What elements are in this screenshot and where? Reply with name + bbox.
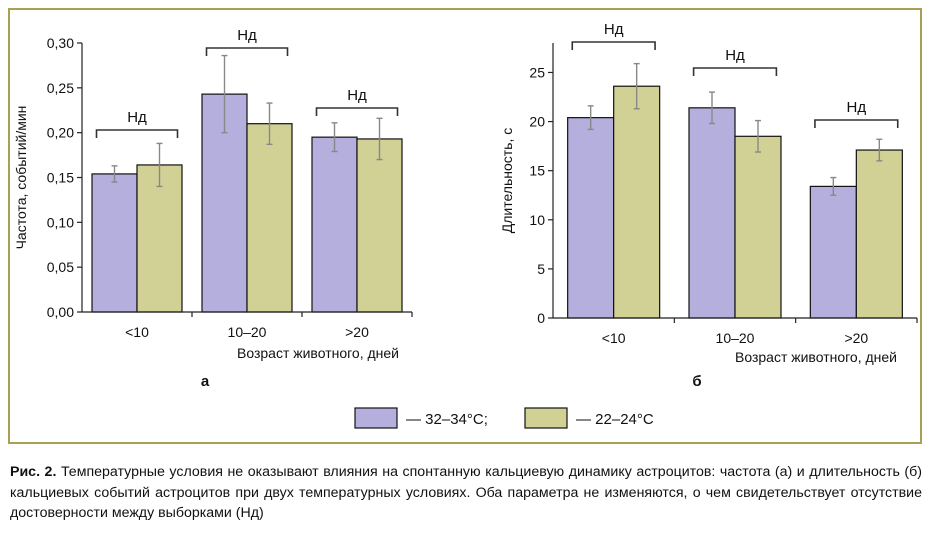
significance-bracket [814, 119, 899, 128]
caption-text: Температурные условия не оказывают влиян… [10, 464, 922, 521]
x-tick-label: 10–20 [228, 324, 267, 340]
figure-canvas: 0,00 0,05 0,10 0,15 0,20 0,25 0,30 <10 10–20 >20 Н… [13, 21, 918, 429]
figure-caption: Рис. 2. Температурные условия не оказыва… [10, 462, 922, 524]
significance-label: Нд [725, 47, 745, 64]
significance-label: Нд [604, 21, 624, 38]
y-tick-label: 0,30 [47, 35, 74, 51]
panel-label: а [201, 373, 210, 390]
y-tick-label: 0,00 [47, 304, 74, 320]
y-tick-label: 0,20 [47, 125, 74, 141]
y-tick-label: 20 [529, 114, 545, 130]
bar-warm-2 [311, 136, 358, 313]
bar-cool-2 [356, 138, 403, 313]
bar-warm-0 [567, 117, 615, 319]
significance-bracket [315, 107, 399, 116]
significance-label: Нд [127, 109, 147, 126]
significance-label: Нд [347, 87, 367, 104]
bar-cool-0 [613, 85, 661, 319]
bar-warm-2 [809, 185, 857, 319]
y-tick-label: 10 [529, 212, 545, 228]
y-tick-label: 0,10 [47, 214, 74, 230]
significance-bracket [95, 129, 179, 138]
y-tick-label: 0,25 [47, 80, 74, 96]
significance-bracket [692, 67, 778, 76]
significance-bracket [571, 41, 656, 50]
significance-label: Нд [847, 99, 867, 116]
significance-bracket [205, 47, 289, 56]
y-axis-title: Длительность, с [499, 128, 515, 234]
legend-swatch-0 [354, 407, 398, 429]
y-tick-label: 0 [537, 310, 545, 326]
significance-label: Нд [237, 27, 257, 44]
x-axis-title: Возраст животного, дней [237, 345, 399, 361]
y-tick-label: 0,15 [47, 170, 74, 186]
y-tick-label: 15 [529, 163, 545, 179]
x-tick-label: <10 [602, 330, 626, 346]
legend-swatch-1 [524, 407, 568, 429]
y-tick-label: 0,05 [47, 259, 74, 275]
y-axis-title: Частота, событий/мин [13, 106, 29, 250]
x-axis-title: Возраст животного, дней [735, 349, 897, 365]
y-tick-label: 5 [537, 261, 545, 277]
bar-cool-2 [855, 149, 903, 319]
panel-label: б [692, 373, 701, 390]
legend-label-0: — 32–34°C; [406, 411, 488, 428]
legend-label-1: — 22–24°C [576, 411, 654, 428]
y-tick-label: 25 [529, 64, 545, 80]
x-tick-label: >20 [844, 330, 868, 346]
x-tick-label: 10–20 [716, 330, 755, 346]
bar-cool-1 [734, 135, 782, 319]
bar-warm-1 [688, 107, 736, 319]
bar-cool-1 [246, 123, 293, 313]
x-tick-label: <10 [125, 324, 149, 340]
caption-label: Рис. 2. [10, 464, 57, 480]
bar-warm-0 [91, 173, 138, 313]
x-tick-label: >20 [345, 324, 369, 340]
